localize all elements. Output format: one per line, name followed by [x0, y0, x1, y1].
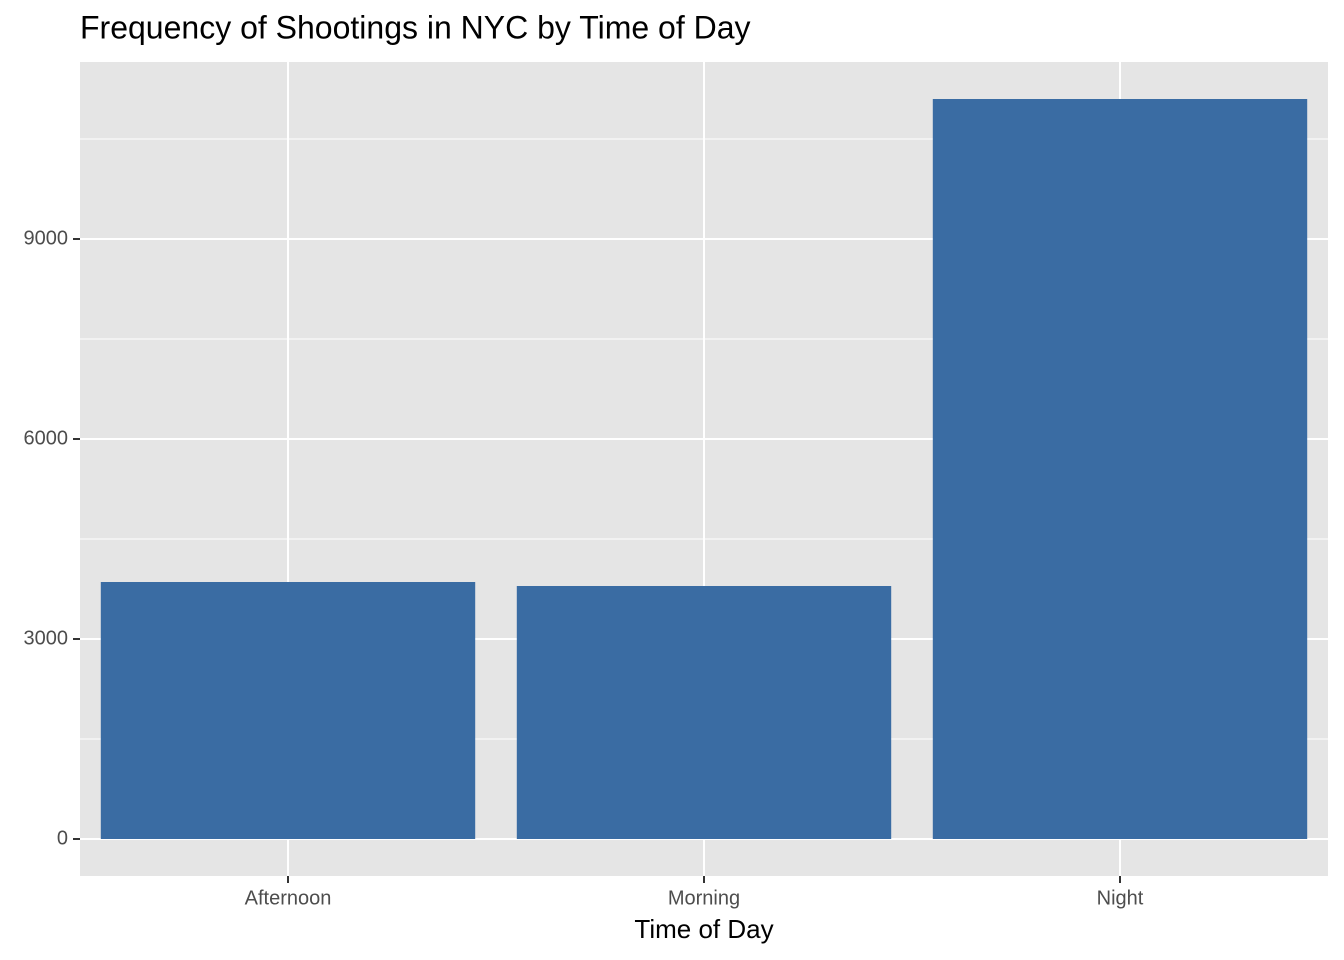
x-axis-title: Time of Day — [634, 914, 773, 944]
x-tick-label: Afternoon — [245, 887, 332, 909]
y-tick-label: 0 — [57, 827, 68, 849]
x-tick-label: Night — [1097, 887, 1144, 909]
bar — [516, 586, 892, 839]
y-tick-label: 6000 — [24, 427, 69, 449]
y-tick-label: 3000 — [24, 627, 69, 649]
y-tick-label: 9000 — [24, 227, 69, 249]
chart-title: Frequency of Shootings in NYC by Time of… — [80, 9, 751, 45]
bar — [100, 582, 476, 839]
x-tick-label: Morning — [668, 887, 740, 909]
bar — [932, 99, 1308, 839]
